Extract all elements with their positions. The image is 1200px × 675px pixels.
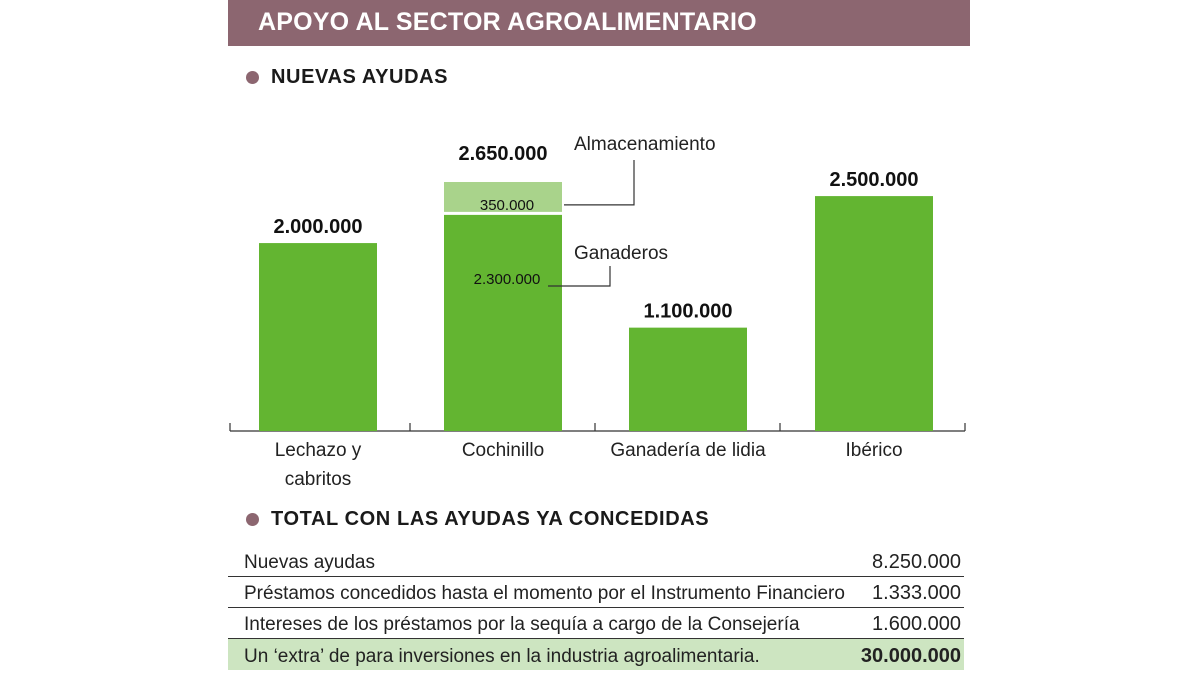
row-value: 30.000.000 — [860, 645, 961, 667]
row-label: Un ‘extra’ de para inversiones en la ind… — [244, 646, 760, 667]
row-value: 1.600.000 — [872, 613, 961, 635]
table-row: Intereses de los préstamos por la sequía… — [228, 608, 964, 639]
bullet-dot-icon — [246, 513, 259, 526]
table-row: Un ‘extra’ de para inversiones en la ind… — [228, 639, 964, 670]
bar — [815, 196, 933, 431]
callout-leader-almacenamiento — [564, 160, 635, 206]
table-section-title: TOTAL CON LAS AYUDAS YA CONCEDIDAS — [271, 508, 710, 530]
category-label: Ganadería de lidia — [610, 440, 766, 461]
table-row: Nuevas ayudas 8.250.000 — [228, 546, 964, 577]
table-section-heading: TOTAL CON LAS AYUDAS YA CONCEDIDAS — [246, 508, 709, 531]
category-label: Ibérico — [845, 440, 902, 461]
bar-value-label: 2.500.000 — [830, 169, 919, 191]
bar-value-label: 1.100.000 — [644, 301, 733, 323]
category-label: cabritos — [285, 469, 352, 490]
totals-table: Nuevas ayudas 8.250.000 Préstamos concedid… — [228, 546, 964, 670]
chart-section-heading: NUEVAS AYUDAS — [246, 66, 448, 89]
bullet-dot-icon — [246, 71, 259, 84]
segment-value-label: 2.300.000 — [474, 271, 541, 288]
bar-value-label: 2.650.000 — [459, 143, 548, 165]
bar-segment-almacenamiento — [444, 182, 562, 212]
callout-leader-ganaderos — [548, 266, 611, 287]
row-value: 8.250.000 — [872, 551, 961, 573]
bar-segment-ganaderos — [444, 214, 562, 431]
header-banner: APOYO AL SECTOR AGROALIMENTARIO — [228, 0, 970, 46]
category-label: Lechazo y — [275, 440, 362, 461]
table-row: Préstamos concedidos hasta el momento po… — [228, 577, 964, 608]
row-label: Préstamos concedidos hasta el momento po… — [244, 583, 845, 604]
segment-value-label: 350.000 — [480, 197, 534, 214]
row-label: Intereses de los préstamos por la sequía… — [244, 614, 800, 635]
callout-label-ganaderos: Ganaderos — [574, 243, 668, 264]
category-label: Cochinillo — [462, 440, 544, 461]
bar-chart: 2.000.000 Lechazo y cabritos 350.000 2.300.0… — [229, 134, 966, 490]
row-value: 1.333.000 — [872, 582, 961, 604]
row-label: Nuevas ayudas — [244, 552, 375, 573]
chart-section-title: NUEVAS AYUDAS — [271, 66, 449, 88]
page-title: APOYO AL SECTOR AGROALIMENTARIO — [258, 8, 757, 36]
bar — [259, 243, 377, 431]
bar-value-label: 2.000.000 — [274, 216, 363, 238]
bar — [629, 327, 747, 431]
callout-label-almacenamiento: Almacenamiento — [574, 134, 716, 155]
